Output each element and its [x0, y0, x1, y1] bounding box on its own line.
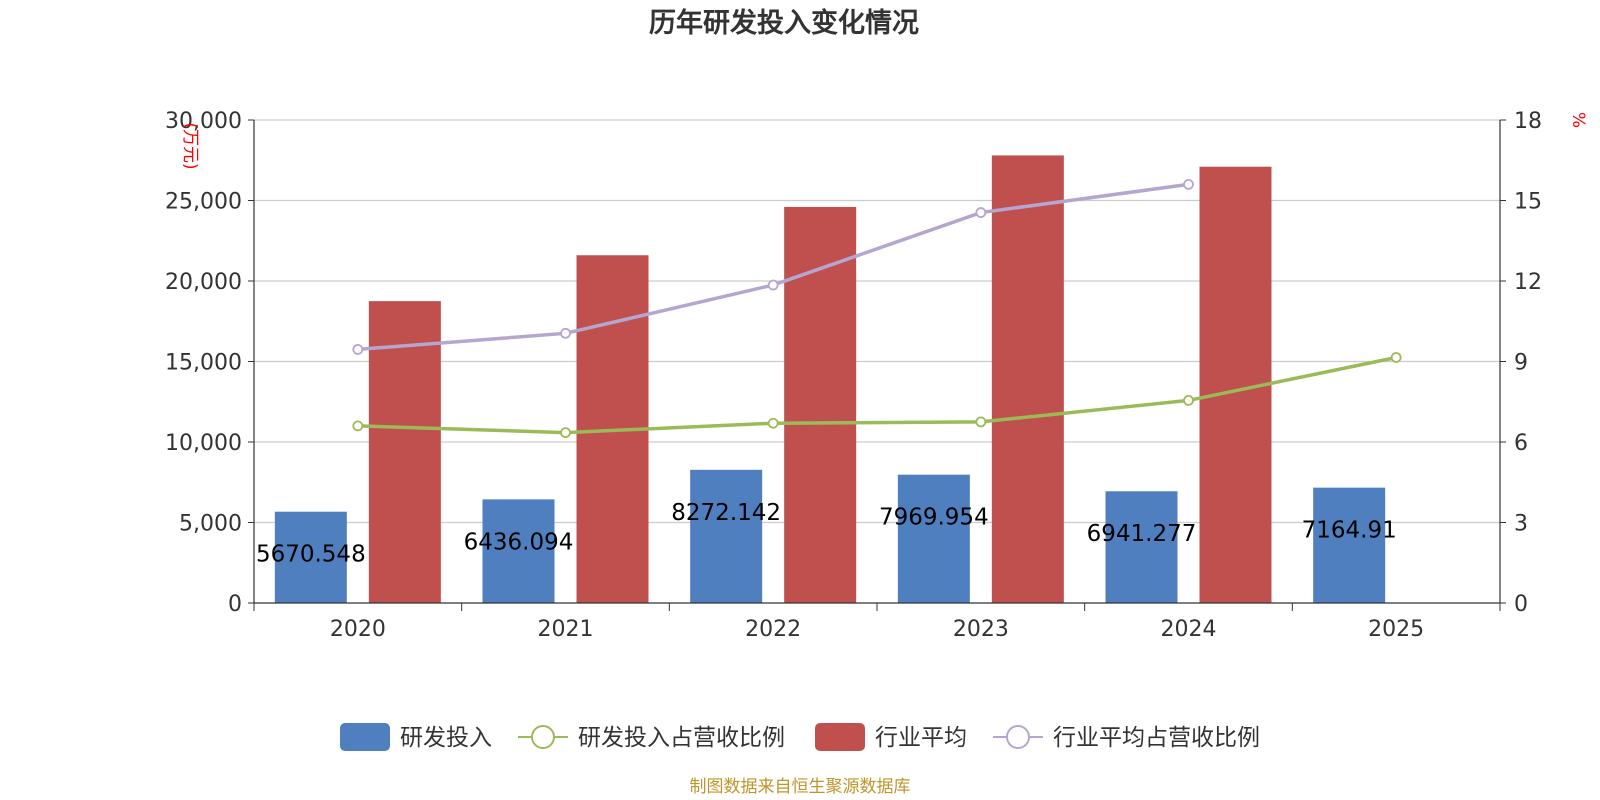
line-point — [1183, 178, 1194, 190]
left-tick-label: 25,000 — [165, 190, 242, 215]
line-point — [975, 207, 987, 218]
bars — [274, 155, 1386, 604]
right-tick-label: 9 — [1514, 351, 1528, 376]
left-tick-label: 15,000 — [165, 351, 242, 376]
chart-title: 历年研发投入变化情况 — [649, 7, 919, 39]
line-point — [767, 417, 779, 429]
bar — [897, 474, 970, 603]
bar — [274, 511, 347, 603]
legend-label: 研发投入 — [400, 725, 492, 751]
x-tick-label: 2020 — [330, 617, 386, 642]
x-tick-label: 2025 — [1368, 617, 1424, 642]
left-axis-unit: (万元) — [180, 122, 200, 169]
legend-label: 行业平均占营收比例 — [1053, 725, 1260, 751]
right-tick-label: 18 — [1514, 109, 1542, 134]
line-point — [767, 279, 779, 291]
series-line — [357, 355, 1397, 435]
bar-value-label: 7164.91 — [1302, 518, 1397, 544]
legend-marker — [531, 725, 555, 749]
x-tick-label: 2024 — [1161, 617, 1217, 642]
data-labels: 5670.548 6436.094 8272.142 7969.954 6941.277… — [256, 500, 1397, 568]
legend: 研发投入 研发投入占营收比例 行业平均 行业平均占营收比例 — [340, 723, 1260, 751]
left-tick-label: 30,000 — [165, 109, 242, 134]
line-point — [975, 416, 987, 428]
line-point — [1183, 395, 1194, 406]
series-line — [357, 182, 1189, 352]
line-point — [1390, 352, 1402, 363]
left-tick-label: 0 — [228, 592, 242, 617]
legend-swatch — [815, 723, 865, 751]
left-tick-label: 10,000 — [165, 431, 242, 456]
x-tick-label: 2021 — [538, 617, 594, 642]
bar-value-label: 5670.548 — [256, 542, 366, 568]
lines — [352, 178, 1402, 439]
line-point — [560, 427, 571, 439]
right-tick-label: 15 — [1514, 190, 1542, 215]
right-tick-label: 12 — [1514, 270, 1542, 295]
bar — [1313, 487, 1386, 603]
source-note: 制图数据来自恒生聚源数据库 — [690, 777, 911, 797]
bar — [784, 206, 857, 603]
bar — [368, 301, 441, 603]
right-tick-label: 3 — [1514, 512, 1528, 537]
line-point — [352, 420, 364, 432]
bar-value-label: 7969.954 — [879, 505, 989, 531]
legend-marker — [1006, 725, 1030, 749]
bar-value-label: 8272.142 — [671, 500, 781, 526]
bar-value-label: 6436.094 — [464, 529, 574, 555]
left-tick-label: 20,000 — [165, 270, 242, 295]
axes: 0 0 5,000 3 10,000 6 15,000 9 20,000 12 25,000 15 30… — [165, 109, 1542, 642]
bar — [482, 499, 555, 603]
line-point — [560, 327, 571, 339]
legend-label: 研发投入占营收比例 — [578, 725, 785, 751]
bar-value-label: 6941.277 — [1087, 521, 1197, 547]
left-tick-label: 5,000 — [179, 512, 242, 537]
line-point — [352, 344, 364, 355]
right-axis-unit: % — [1568, 112, 1588, 128]
right-tick-label: 6 — [1514, 431, 1528, 456]
legend-label: 行业平均 — [875, 725, 967, 751]
legend-swatch — [340, 723, 390, 751]
x-tick-label: 2022 — [745, 617, 801, 642]
right-tick-label: 0 — [1514, 592, 1528, 617]
bar — [991, 155, 1064, 604]
x-tick-label: 2023 — [953, 617, 1009, 642]
bar — [690, 469, 763, 603]
bar — [1105, 491, 1178, 603]
gridlines — [254, 119, 1500, 524]
